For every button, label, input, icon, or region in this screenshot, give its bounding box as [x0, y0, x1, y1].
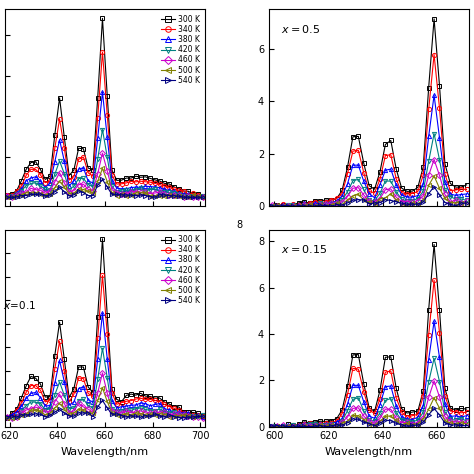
- Legend: 300 K, 340 K, 380 K, 420 K, 460 K, 500 K, 540 K: 300 K, 340 K, 380 K, 420 K, 460 K, 500 K…: [159, 234, 201, 307]
- X-axis label: Wavelength/nm: Wavelength/nm: [61, 447, 149, 457]
- X-axis label: Wavelength/nm: Wavelength/nm: [325, 447, 413, 457]
- Text: $x=0.5$: $x=0.5$: [281, 23, 320, 35]
- Text: $x\!=\!0.1$: $x\!=\!0.1$: [3, 299, 36, 310]
- Text: $x=0.15$: $x=0.15$: [281, 244, 327, 255]
- Text: 8: 8: [237, 220, 242, 230]
- Legend: 300 K, 340 K, 380 K, 420 K, 460 K, 500 K, 540 K: 300 K, 340 K, 380 K, 420 K, 460 K, 500 K…: [159, 13, 201, 86]
